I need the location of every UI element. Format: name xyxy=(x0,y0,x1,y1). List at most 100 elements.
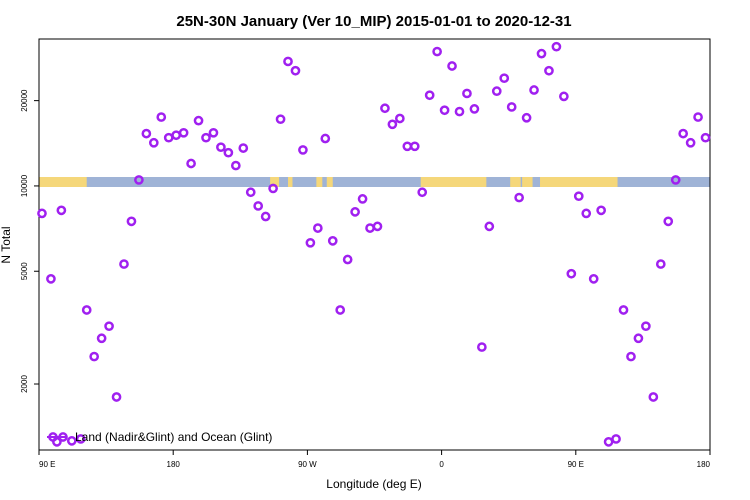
data-point xyxy=(506,102,517,112)
data-point xyxy=(216,142,226,153)
data-point xyxy=(462,88,472,99)
data-point xyxy=(156,112,167,122)
data-point xyxy=(126,216,137,227)
data-point xyxy=(178,127,189,138)
data-point xyxy=(171,130,182,141)
data-point xyxy=(663,216,674,227)
data-point xyxy=(648,392,659,402)
data-point xyxy=(491,86,502,97)
data-point xyxy=(521,112,532,123)
data-point xyxy=(260,211,271,222)
data-point xyxy=(678,128,689,139)
data-point xyxy=(641,321,651,332)
x-axis-label: Longitude (deg E) xyxy=(326,477,421,491)
data-point xyxy=(402,141,413,152)
data-point xyxy=(134,175,144,185)
land-segment xyxy=(540,177,618,187)
data-point xyxy=(439,105,450,116)
data-point xyxy=(685,137,696,148)
data-point xyxy=(327,236,338,246)
data-point xyxy=(89,351,100,362)
data-point xyxy=(245,187,256,198)
data-point xyxy=(193,115,204,126)
data-point xyxy=(298,145,308,155)
data-point xyxy=(394,113,405,124)
legend-label: Land (Nadir&Glint) and Ocean (Glint) xyxy=(75,430,272,444)
x-axis: 90 E 180 90 W 0 90 E 180 xyxy=(38,450,711,469)
data-point xyxy=(46,274,56,284)
data-point xyxy=(611,434,621,444)
land-segment xyxy=(288,177,293,187)
data-point xyxy=(454,106,465,117)
chart-title: 25N-30N January (Ver 10_MIP) 2015-01-01 … xyxy=(176,13,571,30)
data-point xyxy=(633,333,644,344)
data-point xyxy=(37,208,47,219)
land-segment xyxy=(510,177,521,187)
data-point xyxy=(320,133,331,144)
land-segment xyxy=(522,177,533,187)
data-point xyxy=(514,192,524,203)
data-point xyxy=(312,223,323,233)
data-point xyxy=(305,237,316,248)
data-point xyxy=(111,392,122,402)
data-point xyxy=(469,104,480,114)
data-point xyxy=(163,132,174,143)
land-segment xyxy=(316,177,323,187)
data-point xyxy=(223,147,234,158)
data-point xyxy=(119,259,129,269)
data-point xyxy=(66,436,77,446)
legend-marker xyxy=(58,432,68,442)
x-tick-label: 90 E xyxy=(39,460,55,469)
data-point xyxy=(551,41,562,52)
data-point xyxy=(559,91,569,102)
data-point xyxy=(700,132,711,143)
ocean-band xyxy=(39,177,710,187)
data-point xyxy=(81,305,92,315)
data-point xyxy=(432,46,442,57)
land-segment xyxy=(326,177,333,187)
x-tick-label: 180 xyxy=(167,460,181,469)
data-point xyxy=(409,141,420,152)
data-point xyxy=(626,351,636,362)
data-point xyxy=(365,223,375,233)
data-point xyxy=(670,175,681,185)
data-point xyxy=(573,191,584,202)
data-point xyxy=(380,103,390,114)
data-point xyxy=(447,61,457,71)
data-point xyxy=(75,434,86,444)
data-point xyxy=(342,254,353,265)
land-segment xyxy=(420,177,487,187)
data-point xyxy=(275,114,286,125)
y-tick-label: 10000 xyxy=(20,174,29,197)
y-axis-label: N Total xyxy=(0,226,13,263)
x-tick-label: 0 xyxy=(439,460,444,469)
data-point xyxy=(596,205,606,216)
data-point xyxy=(544,65,554,76)
land-ocean-band xyxy=(39,177,710,187)
data-point xyxy=(424,90,435,101)
plot-frame xyxy=(38,38,711,451)
data-point xyxy=(186,158,196,169)
x-tick-label: 90 E xyxy=(568,460,584,469)
data-point xyxy=(268,183,278,194)
data-point xyxy=(201,132,211,143)
data-point xyxy=(536,48,547,59)
x-tick-label: 180 xyxy=(697,460,711,469)
y-axis: 2000 5000 10000 20000 xyxy=(20,89,39,393)
data-point xyxy=(350,207,360,217)
data-point xyxy=(253,201,264,211)
data-point xyxy=(56,205,67,216)
data-point xyxy=(529,85,539,95)
data-point xyxy=(566,268,577,279)
data-point xyxy=(104,321,114,332)
data-point xyxy=(499,73,510,84)
land-segment xyxy=(270,177,280,187)
x-tick-label: 90 W xyxy=(298,460,317,469)
data-point xyxy=(477,342,487,352)
data-point xyxy=(96,333,107,344)
data-point xyxy=(208,127,219,138)
data-point xyxy=(141,128,152,139)
data-point xyxy=(283,56,293,67)
data-points xyxy=(37,41,711,447)
